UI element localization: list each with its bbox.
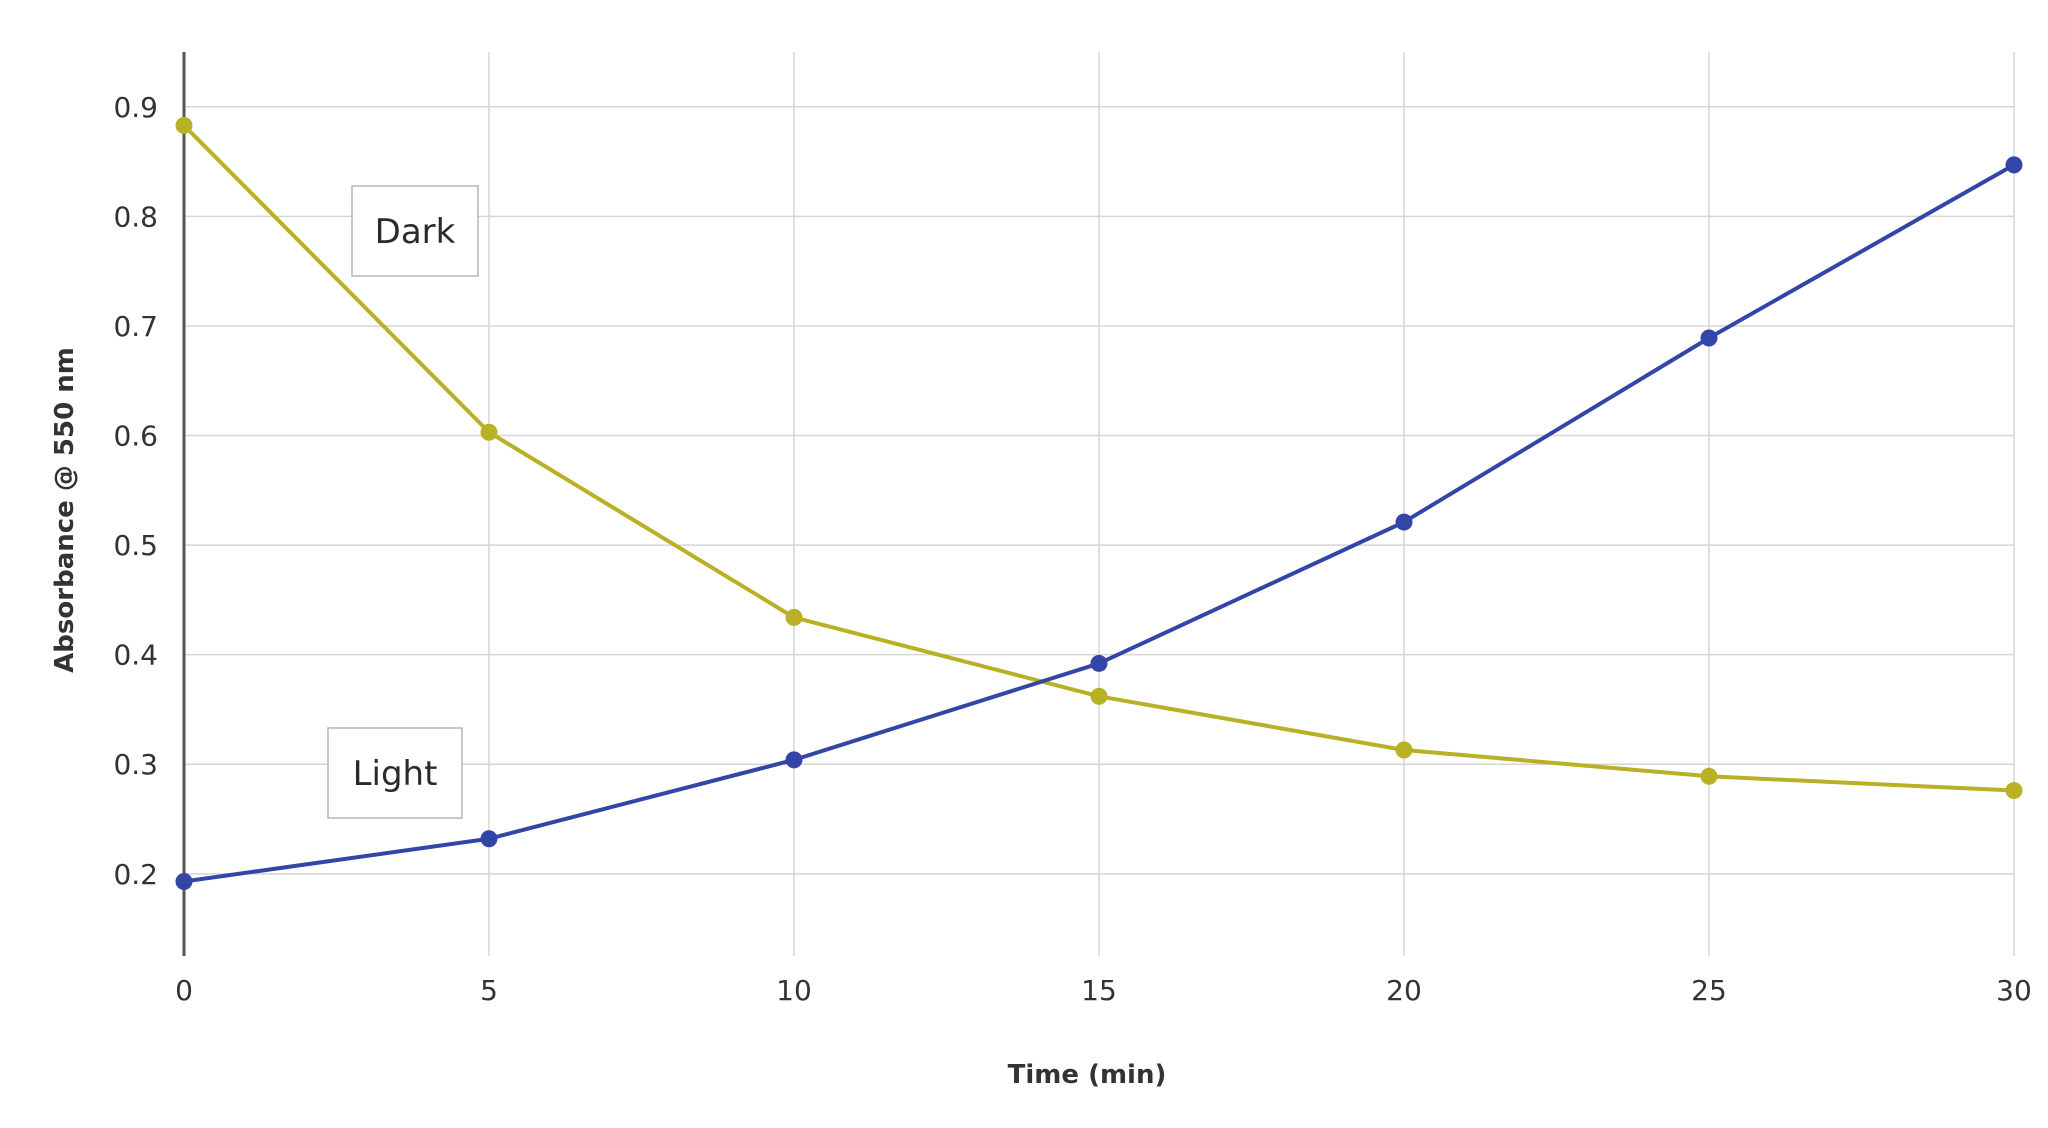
data-point-dark xyxy=(785,608,803,626)
x-tick-label: 5 xyxy=(480,974,498,1007)
annotation-box-dark xyxy=(351,185,479,277)
y-tick-label: 0.8 xyxy=(113,200,158,233)
data-point-dark xyxy=(1090,687,1108,705)
data-point-dark xyxy=(175,116,193,134)
y-tick-label: 0.5 xyxy=(113,529,158,562)
data-point-dark xyxy=(1395,741,1413,759)
data-point-light xyxy=(2005,156,2023,174)
series-layer xyxy=(175,116,2023,890)
annotation-label-dark: Dark xyxy=(375,212,456,252)
y-axis-title: Absorbance @ 550 nm xyxy=(50,347,80,673)
x-tick-label: 20 xyxy=(1386,974,1422,1007)
series-dark xyxy=(175,116,2023,800)
data-point-light xyxy=(1395,513,1413,531)
data-point-dark xyxy=(480,423,498,441)
annotation-dark: Dark xyxy=(351,185,479,277)
axes: 0 5 10 15 20 25 30 0.2 0.3 0.4 0.5 0.6 0.7 0.8 0.9 xyxy=(113,52,2032,1007)
annotation-light: Light xyxy=(327,727,463,819)
annotation-label-light: Light xyxy=(353,754,438,794)
data-point-light xyxy=(1700,329,1718,347)
y-tick-label: 0.3 xyxy=(113,748,158,781)
y-tick-label: 0.2 xyxy=(113,858,158,891)
annotation-box-light xyxy=(327,727,463,819)
y-tick-label: 0.7 xyxy=(113,310,158,343)
y-tick-label: 0.9 xyxy=(113,91,158,124)
series-light xyxy=(175,156,2023,890)
annotations: Dark Light xyxy=(327,185,479,819)
data-point-light xyxy=(175,872,193,890)
x-axis-title: Time (min) xyxy=(1008,1060,1167,1090)
data-point-light xyxy=(480,830,498,848)
x-tick-label: 30 xyxy=(1996,974,2032,1007)
data-point-dark xyxy=(2005,782,2023,800)
y-tick-label: 0.4 xyxy=(113,639,158,672)
x-tick-label: 25 xyxy=(1691,974,1727,1007)
x-tick-label: 10 xyxy=(776,974,812,1007)
x-tick-label: 0 xyxy=(175,974,193,1007)
data-point-light xyxy=(1090,654,1108,672)
y-tick-label: 0.6 xyxy=(113,420,158,453)
data-point-dark xyxy=(1700,767,1718,785)
x-tick-label: 15 xyxy=(1081,974,1117,1007)
data-point-light xyxy=(785,751,803,769)
